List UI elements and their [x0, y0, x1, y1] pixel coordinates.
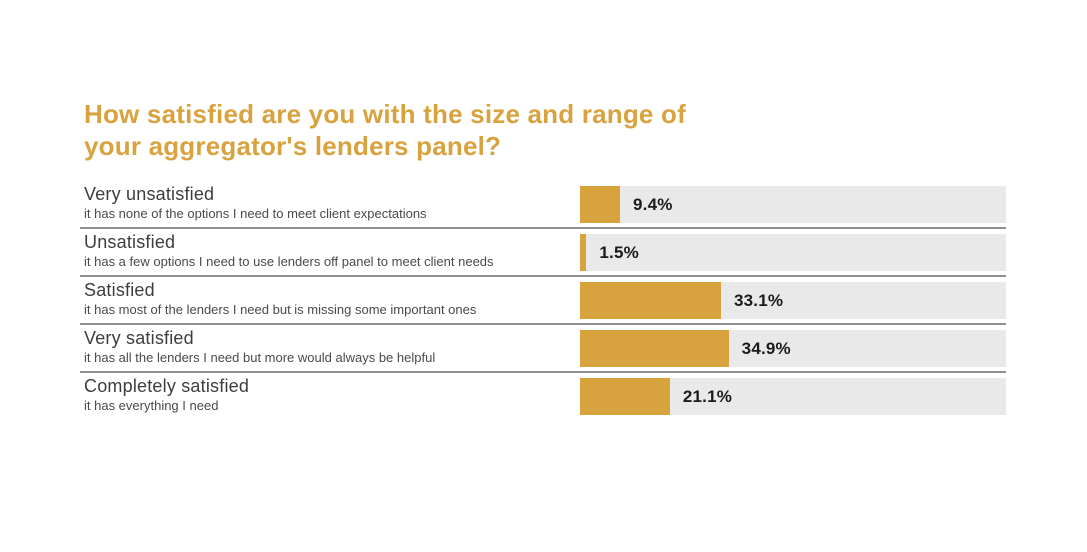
- category-description: it has all the lenders I need but more w…: [84, 350, 436, 365]
- category-label: Completely satisfied: [84, 376, 250, 396]
- chart-title-line1: How satisfied are you with the size and …: [84, 99, 686, 129]
- bar-area: 21.1%: [580, 375, 1006, 415]
- bar-fill: [580, 330, 729, 367]
- bar-area: 33.1%: [580, 279, 1006, 319]
- category-label: Satisfied: [84, 280, 155, 300]
- bar-value-label: 21.1%: [682, 386, 733, 406]
- table-row: Very unsatisfied it has none of the opti…: [80, 183, 1006, 229]
- bar-track: 21.1%: [580, 378, 1006, 415]
- bar-fill: [580, 186, 621, 223]
- bar-value-label: 1.5%: [599, 242, 639, 262]
- table-row: Completely satisfied it has everything I…: [80, 375, 1006, 421]
- bar-fill: [580, 378, 670, 415]
- bar-value-label: 34.9%: [741, 338, 791, 358]
- category-label: Unsatisfied: [84, 232, 176, 252]
- bar-value-label: 33.1%: [734, 290, 784, 310]
- bar-fill: [580, 234, 587, 271]
- category-label-block: Very unsatisfied it has none of the opti…: [84, 183, 580, 222]
- table-row: Satisfied it has most of the lenders I n…: [80, 279, 1006, 325]
- bar-area: 34.9%: [580, 327, 1006, 367]
- bar-track: 9.4%: [580, 186, 1006, 223]
- bar-track: 1.5%: [580, 234, 1006, 271]
- category-label: Very satisfied: [84, 328, 194, 348]
- category-description: it has a few options I need to use lende…: [84, 254, 494, 269]
- chart-title: How satisfied are you with the size and …: [84, 98, 844, 162]
- bar-track: 33.1%: [580, 282, 1006, 319]
- category-label-block: Unsatisfied it has a few options I need …: [84, 231, 580, 270]
- bar-area: 1.5%: [580, 231, 1006, 271]
- bar-value-label: 9.4%: [633, 194, 673, 214]
- bar-rows: Very unsatisfied it has none of the opti…: [80, 183, 1006, 421]
- category-label-block: Satisfied it has most of the lenders I n…: [84, 279, 580, 318]
- bar-fill: [580, 282, 721, 319]
- bar-area: 9.4%: [580, 183, 1006, 223]
- category-label-block: Very satisfied it has all the lenders I …: [84, 327, 580, 366]
- chart-title-line2: your aggregator's lenders panel?: [84, 131, 502, 161]
- category-description: it has everything I need: [84, 398, 219, 413]
- category-label-block: Completely satisfied it has everything I…: [84, 375, 580, 414]
- category-description: it has none of the options I need to mee…: [84, 206, 427, 221]
- category-description: it has most of the lenders I need but is…: [84, 302, 477, 317]
- bar-track: 34.9%: [580, 330, 1006, 367]
- table-row: Very satisfied it has all the lenders I …: [80, 327, 1006, 373]
- table-row: Unsatisfied it has a few options I need …: [80, 231, 1006, 277]
- category-label: Very unsatisfied: [84, 184, 215, 204]
